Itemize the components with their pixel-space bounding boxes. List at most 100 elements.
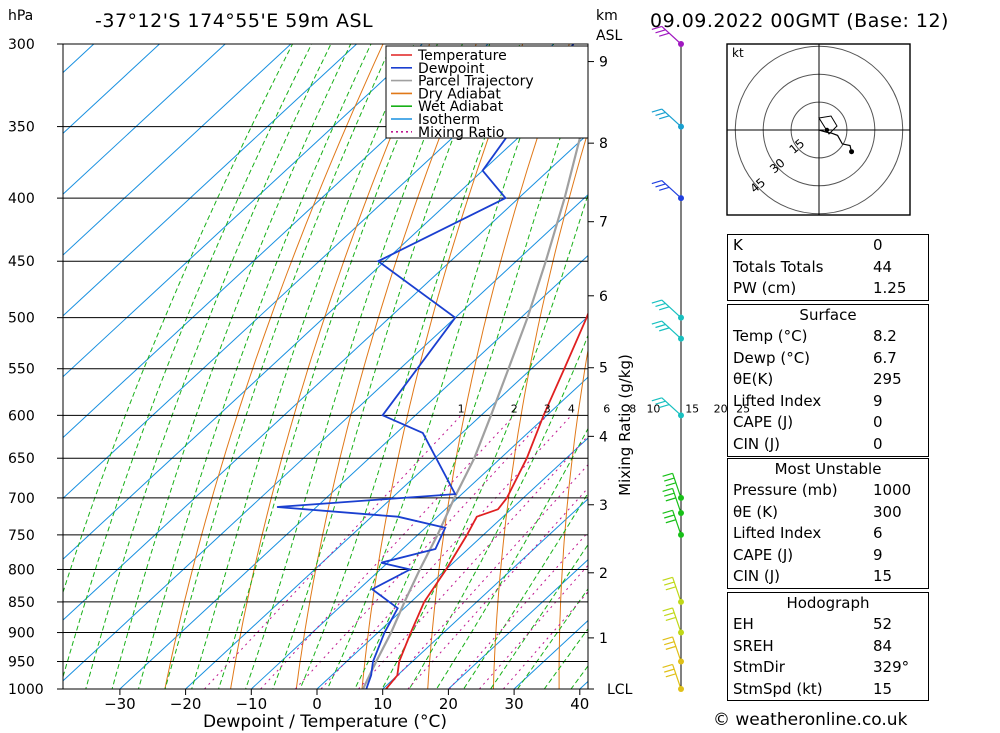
isotherm-line	[448, 559, 588, 689]
row-value: 1.25	[873, 279, 907, 298]
isotherm-line	[63, 44, 292, 256]
wind-barb-flag	[664, 668, 675, 673]
wind-barb-flag	[662, 663, 673, 668]
wind-barb-staff	[672, 636, 682, 662]
wind-barb-flag	[659, 327, 670, 332]
wind-barb-flag	[665, 497, 676, 502]
isotherm-line	[63, 44, 423, 378]
row-value: 329°	[873, 658, 910, 677]
row-value: 52	[873, 615, 893, 633]
isotherm-line	[63, 44, 555, 500]
km-tick-label: LCL	[607, 682, 633, 698]
row-label: θE(K)	[733, 370, 774, 389]
wind-barb-flag	[655, 111, 666, 116]
row-label: Totals Totals	[733, 257, 824, 276]
wind-barb-flag	[655, 400, 666, 405]
wet-adiabat-line	[164, 44, 393, 689]
x-tick-label: −10	[235, 695, 267, 713]
wind-barb-flag	[651, 108, 663, 113]
x-tick-label: 40	[570, 695, 589, 713]
isotherm-line	[63, 44, 357, 317]
wet-adiabat-line	[63, 44, 294, 594]
wet-adiabat-line	[191, 44, 415, 689]
pressure-label: 850	[8, 595, 35, 611]
table-row: Dewp (°C) 6.7	[728, 348, 928, 370]
wet-adiabat-line	[354, 54, 588, 689]
mixing-ratio-line	[407, 487, 588, 689]
x-tick-label: −30	[104, 695, 136, 713]
km-tick-label: 8	[599, 136, 608, 152]
wet-adiabat-line	[63, 44, 313, 679]
pressure-label: 950	[8, 655, 35, 671]
table-row: Pressure (mb) 1000	[728, 480, 928, 502]
most-unstable-table: Most Unstable Pressure (mb) 1000 θE (K) 300…	[727, 458, 929, 589]
row-label: StmDir	[733, 658, 785, 677]
wind-barb-flag	[655, 323, 666, 329]
mixing-ratio-label: 25	[736, 402, 750, 415]
wind-barb-flag	[665, 616, 676, 621]
table-row: CAPE (J) 0	[728, 412, 928, 434]
km-tick-label: 1	[599, 631, 608, 647]
mixing-ratio-line	[260, 414, 515, 689]
mixing-ratio-lines	[204, 414, 588, 689]
wind-barb-staff	[661, 320, 682, 340]
wind-barb-staff	[661, 299, 682, 319]
wet-adiabat-line	[111, 44, 352, 689]
wet-adiabat-line	[463, 492, 588, 689]
mixing-ratio-label: 6	[603, 402, 610, 415]
isotherm-line	[119, 254, 588, 689]
table-row: Lifted Index 9	[728, 391, 928, 413]
pressure-label: 400	[8, 191, 35, 207]
wind-barb-flag	[655, 302, 666, 308]
wind-barb-flag	[662, 487, 673, 492]
km-tick-label: 9	[599, 55, 608, 71]
mixing-ratio-line	[479, 564, 588, 689]
wet-adiabat-line	[489, 543, 588, 689]
table-row: θE (K) 300	[728, 502, 928, 524]
pressure-label: 650	[8, 451, 35, 467]
wind-barb-flag	[655, 29, 666, 34]
row-value: 84	[873, 636, 893, 655]
row-value: 9	[873, 391, 883, 410]
isotherm-line	[63, 44, 226, 195]
pressure-label: 350	[8, 120, 35, 136]
x-axis-title: Dewpoint / Temperature (°C)	[203, 712, 447, 732]
wet-adiabat-line	[245, 44, 463, 689]
pressure-label: 300	[8, 37, 35, 53]
row-value: 1000	[873, 481, 912, 499]
wind-barb-flag	[651, 25, 663, 31]
legend-entry: Isotherm	[418, 112, 480, 128]
km-tick-label: 5	[599, 361, 608, 377]
row-label: CAPE (J)	[733, 413, 794, 432]
wet-adiabat-line	[272, 44, 491, 689]
mixing-ratio-label: 1	[458, 402, 465, 415]
row-label: Lifted Index	[733, 524, 822, 543]
wind-barb-flag	[664, 492, 675, 497]
row-label: Temp (°C)	[733, 327, 808, 345]
wind-barb-flag	[662, 509, 673, 514]
row-value: 15	[873, 679, 893, 698]
wind-barb-flag	[665, 482, 676, 487]
mixing-ratio-line	[320, 414, 572, 689]
row-value: 0	[873, 434, 883, 453]
row-value: 9	[873, 545, 883, 564]
x-tick-label: 20	[439, 695, 458, 713]
row-value: 6.7	[873, 348, 897, 367]
mixing-ratio-line	[358, 435, 588, 689]
hpa-unit-label: hPa	[8, 8, 33, 24]
row-value: 0	[873, 236, 883, 254]
most-unstable-title: Most Unstable	[774, 460, 882, 478]
plot-frame	[62, 43, 589, 690]
row-label: PW (cm)	[733, 279, 797, 298]
wind-barb-flag	[664, 612, 675, 617]
dry-adiabat-lines	[164, 44, 588, 689]
wind-barb-flag	[659, 403, 670, 409]
row-label: CAPE (J)	[733, 545, 794, 564]
row-value: 0	[873, 413, 883, 432]
km-unit-label: km	[596, 8, 618, 24]
pressure-label: 500	[8, 311, 35, 327]
table-row: CIN (J) 15	[728, 566, 928, 588]
wind-barb-staff	[672, 577, 682, 603]
